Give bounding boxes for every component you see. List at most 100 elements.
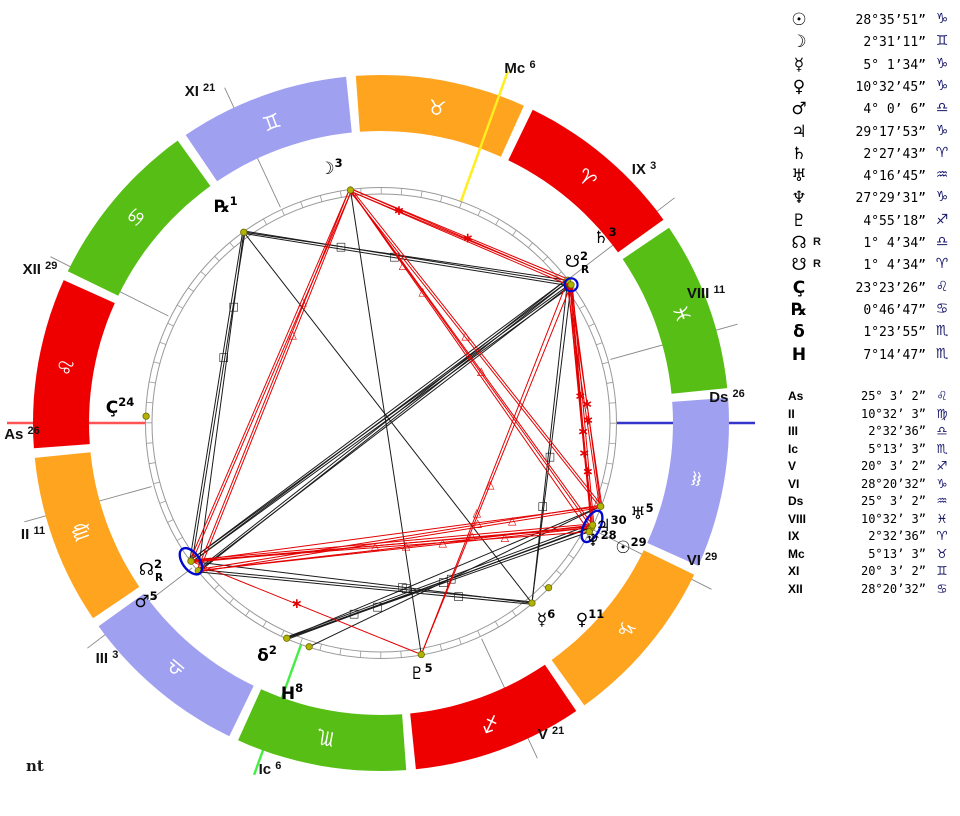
zodiac-segment-aries [508,109,664,253]
degree-tick [229,598,234,604]
degree-tick [359,651,362,658]
planet-p14-label[interactable]: ℞1 [214,194,237,217]
taurus-sign-icon: ♉ [426,95,448,122]
degree-tick [556,570,562,575]
planet-jupiter-label[interactable]: ♃30 [595,513,626,536]
aspect-trine-line [190,505,601,562]
degree-tick [495,218,500,225]
uranus-icon: ♅ [791,166,807,187]
planet-row-mercury: ☿ 5° 1’34” ♑ [780,55,960,77]
planet-p16-label[interactable]: H8 [281,681,303,704]
house-label-VIII: VIII 11 [687,284,725,302]
planet-uranus-label[interactable]: ♅5 [630,501,653,524]
lilith-icon: Ç [792,277,806,298]
pluto-position-dot[interactable] [417,650,425,659]
trine-marker-icon: △ [486,478,495,491]
planet-coordinate: 5° 1’34” [855,57,926,73]
planet-nnode-label[interactable]: ☊2 R [139,557,163,584]
house-label: Ds [788,494,804,508]
planet-moon-label[interactable]: ☽3 [319,156,342,179]
planet-venus-label[interactable]: ♀11 [576,607,604,630]
snode-position-dot[interactable] [567,281,575,289]
aspect-trine-line [198,524,593,572]
partial-text: nt [26,757,44,775]
degree-tick [596,342,603,346]
zodiac-segment-aquarius [647,397,729,566]
planet-coordinate: 1° 4’34” [855,236,926,251]
degree-tick [149,381,156,384]
uranus-position-dot[interactable] [597,502,605,510]
mars-icon: ♂ [134,592,149,612]
trine-marker-icon: △ [501,531,510,544]
planet-sun-label[interactable]: ☉29 [615,535,646,558]
aspect-sextile-line [349,190,571,287]
aspect-trine-line [351,188,603,506]
planet-row-north-node: ☊ R 1° 4’34” ♎ [780,233,960,255]
trine-marker-icon: △ [402,539,411,552]
venus-position-dot[interactable] [544,584,553,592]
sextile-marker-icon: ∗ [582,412,594,428]
degree-tick [439,644,443,651]
degree-tick [339,190,342,198]
planet-snode-label[interactable]: ☋2 R [565,249,589,276]
degree-tick [477,630,481,637]
house-row-As: As 25° 3’ 2” ♌ [780,388,960,405]
planet-coordinate: 28°35’51” [855,13,926,28]
planet-row-point-15: δ 1°23’55” ♏ [780,322,960,344]
p15-position-dot[interactable] [283,634,291,642]
house-row-III: III 2°32’36” ♎ [780,423,960,440]
planet-neptune-label[interactable]: ♆28 [585,528,616,551]
planet-lilith-label[interactable]: Ç24 [106,395,135,418]
p15-icon: δ [257,646,269,666]
house-label: Mc [788,546,805,561]
planet-mars-label[interactable]: ♂5 [134,589,157,612]
degree-tick [477,209,482,216]
lilith-position-dot[interactable] [142,412,150,420]
planet-coordinate: 1° 4’34” [855,258,926,274]
p14-position-dot[interactable] [240,228,248,236]
trine-marker-icon: △ [399,259,408,272]
degree-tick [556,271,562,277]
aspect-trine-line [190,523,593,561]
degree-tick [512,229,517,236]
house-row-VI: VI 28°20’32” ♑ [780,476,960,493]
mercury-position-dot[interactable] [528,599,536,607]
house-label: III [788,424,799,438]
jupiter-position-dot[interactable] [589,521,597,529]
aspect-sextile-line [571,284,595,526]
nnode-icon: ☊ [139,560,154,580]
sign-icon: ♑ [935,11,949,27]
house-label-VI: VI 29 [687,551,718,569]
scorpio-sign-icon: ♏ [314,725,336,752]
south-node-icon: ☋ [791,255,807,276]
p16-position-dot[interactable] [305,643,313,651]
trine-marker-icon: △ [477,364,486,377]
nnode-position-dot[interactable] [187,557,195,565]
sign-icon: ♈ [935,144,949,161]
planet-p15-label[interactable]: δ2 [257,643,277,666]
zodiac-segment-capricorn [551,550,695,706]
sign-icon: ♑ [935,55,949,72]
moon-position-dot[interactable] [346,186,355,194]
pluto-icon: ♇ [409,664,424,684]
house-row-Ic: Ic 5°13’ 3” ♏ [780,441,960,458]
aspect-trine-line [189,189,350,561]
aspect-trine-line [420,284,572,655]
retrograde-flag: R [813,236,821,248]
planet-pluto-label[interactable]: ♇5 [409,661,432,684]
house-label-IX: IX 3 [632,160,656,178]
square-marker-icon: □ [401,582,411,595]
aspect-trine-line [420,280,569,655]
house-coordinate: 2°32’36” [860,424,926,438]
house-label-Mc: Mc 6 [504,59,535,77]
planet-mercury-label[interactable]: ☿6 [537,607,555,630]
degree-tick [511,610,517,617]
planet-row-saturn: ♄ 2°27’43” ♈ [780,144,960,166]
neptune-position-dot[interactable] [585,528,593,536]
square-marker-icon: □ [389,250,399,263]
neptune-icon: ♆ [585,531,600,551]
sign-icon: ♋ [935,300,949,317]
planet-saturn-label[interactable]: ♄3 [593,225,616,248]
natal-chart-wheel: ♈♉♊♋♌♍♎♏♐♑♒♓□□□□□□□□□□□□□∗∗△△△△△△△△∗△△∗∗… [4,59,755,778]
planet-row-venus: ♀ 10°32’45” ♑ [780,77,960,99]
